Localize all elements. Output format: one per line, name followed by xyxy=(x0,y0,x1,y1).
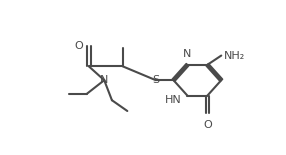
Text: O: O xyxy=(203,120,212,130)
Text: O: O xyxy=(74,41,83,51)
Text: N: N xyxy=(100,75,108,85)
Text: S: S xyxy=(152,75,159,85)
Text: NH₂: NH₂ xyxy=(224,51,246,61)
Text: HN: HN xyxy=(164,95,181,105)
Text: N: N xyxy=(183,49,192,59)
